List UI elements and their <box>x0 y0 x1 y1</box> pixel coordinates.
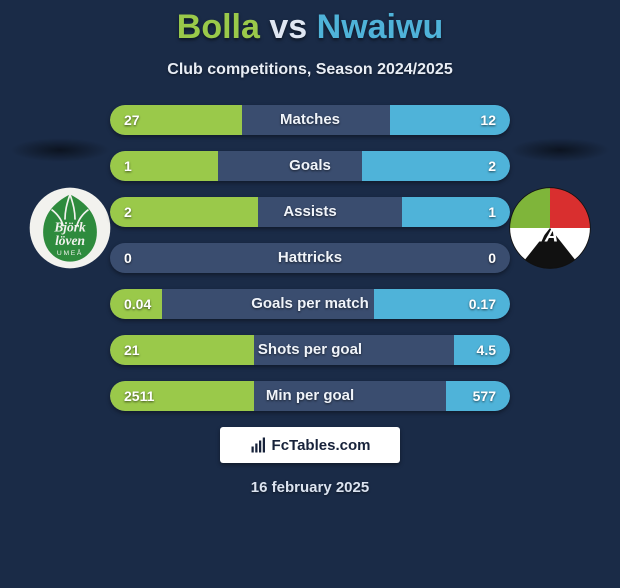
club-logo-right: WAC <box>508 186 592 270</box>
stat-row: 00Hattricks <box>110 243 510 273</box>
stat-row: 2511577Min per goal <box>110 381 510 411</box>
stat-label: Min per goal <box>110 381 510 411</box>
date-label: 16 february 2025 <box>0 479 620 496</box>
bjorkloven-logo-icon: Björk löven UMEÅ <box>28 186 112 270</box>
title-vs: vs <box>269 8 307 46</box>
shadow-left <box>10 138 110 162</box>
stat-row: 214.5Shots per goal <box>110 335 510 365</box>
chart-icon <box>250 436 268 454</box>
stat-label: Goals per match <box>110 289 510 319</box>
shadow-right <box>510 138 610 162</box>
club-logo-left: Björk löven UMEÅ <box>28 186 112 270</box>
svg-text:löven: löven <box>55 233 85 248</box>
wac-logo-icon: WAC <box>508 186 592 270</box>
stat-label: Hattricks <box>110 243 510 273</box>
stat-row: 12Goals <box>110 151 510 181</box>
stat-label: Assists <box>110 197 510 227</box>
subtitle: Club competitions, Season 2024/2025 <box>0 61 620 79</box>
footer-brand-box[interactable]: FcTables.com <box>220 427 400 463</box>
title-player2: Nwaiwu <box>317 8 444 46</box>
page-title: Bolla vs Nwaiwu <box>0 8 620 47</box>
stat-row: 0.040.17Goals per match <box>110 289 510 319</box>
svg-text:UMEÅ: UMEÅ <box>57 248 83 257</box>
footer-brand-label: FcTables.com <box>272 437 371 454</box>
svg-text:WAC: WAC <box>528 224 572 245</box>
stat-label: Matches <box>110 105 510 135</box>
stat-row: 21Assists <box>110 197 510 227</box>
stat-label: Shots per goal <box>110 335 510 365</box>
title-player1: Bolla <box>177 8 260 46</box>
stat-label: Goals <box>110 151 510 181</box>
stats-container: 2712Matches 12Goals 21Assists 00Hattricks 0.… <box>110 105 510 411</box>
stat-row: 2712Matches <box>110 105 510 135</box>
